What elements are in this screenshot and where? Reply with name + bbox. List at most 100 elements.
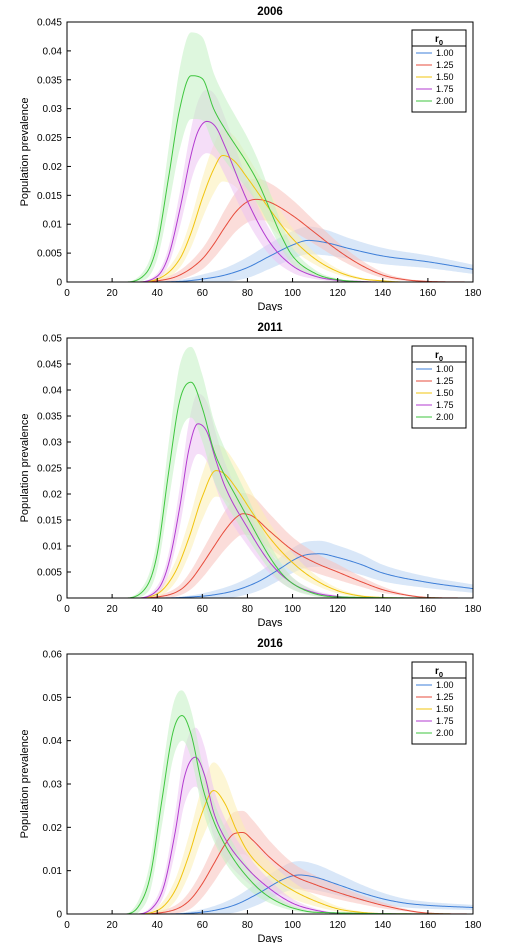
y-axis-label: Population prevalence	[19, 730, 31, 839]
series-line-r0-1.00	[67, 239, 473, 282]
series-line-r0-1.75	[67, 423, 473, 598]
series-lines	[67, 75, 473, 282]
legend: r01.00 1.25 1.50 1.75 2.00	[411, 345, 467, 429]
y-tick-label: 0.045	[37, 360, 62, 371]
legend-entry-r0-1.75: 1.75	[436, 400, 454, 410]
x-axis-label: Days	[257, 301, 283, 311]
y-tick-label: 0.06	[43, 650, 63, 661]
x-tick-label: 120	[329, 604, 346, 615]
chart-svg-2016: 2016 0 20 40 60 80 100 120 140 160 180 Days 0 0.01 0.0…	[19, 638, 482, 943]
y-tick-label: 0.03	[43, 780, 63, 791]
y-tick-label: 0.04	[43, 386, 63, 397]
y-tick-label: 0.03	[43, 438, 63, 449]
legend-entry-r0-1.00: 1.00	[436, 364, 454, 374]
y-axis: 0 0.005 0.01 0.015 0.02 0.025 0.03 0.035 0.04 0.0…	[37, 334, 71, 605]
x-tick-label: 40	[152, 288, 164, 299]
legend-entry-r0-1.50: 1.50	[436, 72, 454, 82]
y-tick-label: 0	[56, 278, 62, 289]
x-axis: 0 20 40 60 80 100 120 140 160 180	[64, 594, 482, 615]
legend-entry-r0-2.00: 2.00	[436, 412, 454, 422]
y-tick-label: 0.05	[43, 334, 63, 345]
x-axis-label: Days	[257, 933, 283, 943]
x-tick-label: 100	[284, 288, 301, 299]
chart-title: 2016	[257, 638, 283, 650]
series-line-r0-1.00	[67, 874, 473, 914]
y-tick-label: 0.015	[37, 516, 62, 527]
legend-entry-r0-1.50: 1.50	[436, 388, 454, 398]
legend-entry-r0-1.00: 1.00	[436, 48, 454, 58]
y-axis-label: Population prevalence	[19, 98, 31, 207]
y-tick-label: 0.01	[43, 542, 63, 553]
x-tick-label: 120	[329, 288, 346, 299]
legend: r01.00 1.25 1.50 1.75 2.00	[411, 29, 467, 113]
legend-entry-r0-1.25: 1.25	[436, 376, 454, 386]
series-line-r0-1.25	[67, 832, 473, 914]
chart-panel-2006: 2006 0 20 40 60 80 100 120 140 160 180 Days 0 0.005 0.…	[0, 0, 523, 311]
series-line-r0-1.25	[67, 198, 473, 282]
legend-title: r0	[435, 350, 443, 363]
y-tick-label: 0.005	[37, 249, 62, 260]
y-tick-label: 0.02	[43, 823, 63, 834]
legend: r01.00 1.25 1.50 1.75 2.00	[411, 661, 467, 745]
legend-entry-r0-1.75: 1.75	[436, 716, 454, 726]
y-tick-label: 0.035	[37, 412, 62, 423]
legend-box	[411, 345, 467, 429]
x-tick-label: 40	[152, 920, 164, 931]
y-tick-label: 0.025	[37, 133, 62, 144]
x-tick-label: 120	[329, 920, 346, 931]
legend-entry-r0-1.50: 1.50	[436, 704, 454, 714]
legend-box	[411, 661, 467, 745]
y-tick-label: 0.01	[43, 220, 63, 231]
x-tick-label: 160	[420, 288, 437, 299]
legend-entry-r0-1.25: 1.25	[436, 60, 454, 70]
y-tick-label: 0.02	[43, 162, 63, 173]
y-tick-label: 0.04	[43, 736, 63, 747]
x-tick-label: 0	[64, 288, 70, 299]
x-tick-label: 60	[197, 920, 209, 931]
x-tick-label: 80	[242, 920, 254, 931]
x-tick-label: 180	[465, 604, 482, 615]
legend-title: r0	[435, 666, 443, 679]
x-tick-label: 160	[420, 604, 437, 615]
y-tick-label: 0.05	[43, 693, 63, 704]
series-line-r0-1.00	[67, 553, 473, 598]
chart-svg-2011: 2011 0 20 40 60 80 100 120 140 160 180 Days 0 0.005 0.…	[19, 322, 482, 627]
y-tick-label: 0.02	[43, 490, 63, 501]
x-tick-label: 160	[420, 920, 437, 931]
x-tick-label: 20	[107, 920, 119, 931]
y-tick-label: 0	[56, 910, 62, 921]
x-tick-label: 180	[465, 288, 482, 299]
x-tick-label: 40	[152, 604, 164, 615]
x-tick-label: 80	[242, 288, 254, 299]
plot-area	[67, 346, 473, 598]
x-tick-label: 140	[374, 288, 391, 299]
legend-entry-r0-1.00: 1.00	[436, 680, 454, 690]
y-axis: 0 0.01 0.02 0.03 0.04 0.05 0.06	[43, 650, 71, 921]
y-tick-label: 0.035	[37, 75, 62, 86]
y-tick-label: 0	[56, 594, 62, 605]
y-tick-label: 0.04	[43, 46, 63, 57]
y-tick-label: 0.025	[37, 464, 62, 475]
legend-entry-r0-1.25: 1.25	[436, 692, 454, 702]
chart-title: 2006	[257, 6, 283, 18]
legend-title-subscript: 0	[439, 38, 443, 47]
y-axis-label: Population prevalence	[19, 414, 31, 523]
chart-title: 2011	[258, 322, 284, 334]
chart-panel-2016: 2016 0 20 40 60 80 100 120 140 160 180 Days 0 0.01 0.0…	[0, 632, 523, 943]
chart-panel-2011: 2011 0 20 40 60 80 100 120 140 160 180 Days 0 0.005 0.…	[0, 316, 523, 627]
x-tick-label: 140	[374, 920, 391, 931]
band-r0-2.00	[67, 690, 473, 914]
x-tick-label: 180	[465, 920, 482, 931]
plot-frame	[66, 21, 474, 283]
chart-svg-2006: 2006 0 20 40 60 80 100 120 140 160 180 Days 0 0.005 0.…	[19, 6, 482, 311]
y-tick-label: 0.015	[37, 191, 62, 202]
x-tick-label: 0	[64, 604, 70, 615]
x-tick-label: 100	[284, 920, 301, 931]
x-tick-label: 60	[197, 288, 209, 299]
y-tick-label: 0.03	[43, 104, 63, 115]
x-tick-label: 20	[107, 288, 119, 299]
x-axis: 0 20 40 60 80 100 120 140 160 180	[64, 278, 482, 299]
x-tick-label: 0	[64, 920, 70, 931]
series-line-r0-2.00	[67, 75, 473, 282]
